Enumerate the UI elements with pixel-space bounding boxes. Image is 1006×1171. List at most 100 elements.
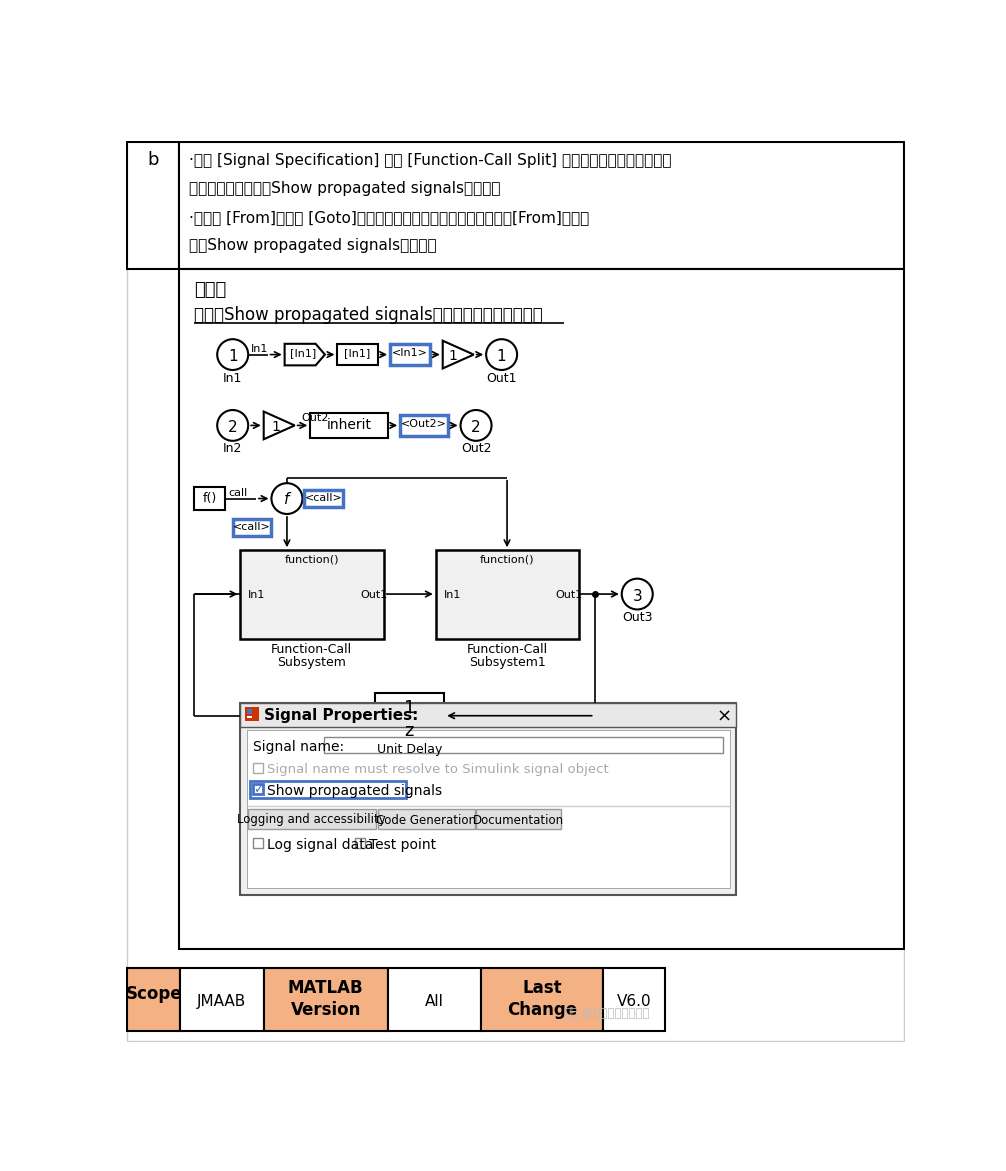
Bar (128, 968, 180, 1032)
Bar (337, 344, 377, 365)
Text: Out1: Out1 (556, 590, 583, 601)
Text: <call>: <call> (233, 521, 271, 532)
Text: ·如果 [Signal Specification] 以及 [Function-Call Split] 的输入信号线上定义了信号: ·如果 [Signal Specification] 以及 [Function-… (189, 153, 672, 167)
Text: Documentation: Documentation (473, 814, 564, 827)
Text: 名，则检查它们的《Show propagated signals》选项。: 名，则检查它们的《Show propagated signals》选项。 (189, 180, 501, 196)
Text: Signal name must resolve to Simulink signal object: Signal name must resolve to Simulink sig… (267, 762, 609, 775)
Text: All: All (425, 994, 444, 1008)
Text: Function-Call: Function-Call (272, 643, 352, 656)
Text: Show propagated signals: Show propagated signals (267, 785, 442, 799)
Text: JMAAB: JMAAB (197, 994, 246, 1008)
Text: ✓: ✓ (253, 783, 264, 796)
Text: 1: 1 (403, 699, 415, 717)
Bar (481, 968, 604, 1032)
Text: <call>: <call> (305, 493, 342, 504)
Circle shape (622, 578, 653, 609)
Text: In1: In1 (444, 590, 461, 601)
Bar (179, 269, 903, 949)
Bar (240, 703, 736, 895)
Bar (387, 968, 481, 1032)
Bar (310, 413, 387, 438)
Text: 2: 2 (471, 420, 481, 436)
Text: 知乎 @基于模型设计柚子: 知乎 @基于模型设计柚子 (563, 1007, 649, 1020)
Bar (232, 519, 272, 535)
Bar (246, 715, 253, 718)
Bar (180, 968, 264, 1032)
Text: Function-Call: Function-Call (467, 643, 547, 656)
Text: function(): function() (480, 555, 534, 564)
Text: MATLAB: MATLAB (288, 979, 363, 997)
Circle shape (461, 410, 492, 440)
Bar (264, 968, 387, 1032)
Text: Signal Properties:: Signal Properties: (264, 708, 418, 723)
Text: 勾选《Show propagated signals》，显示传播的信号名。: 勾选《Show propagated signals》，显示传播的信号名。 (194, 306, 542, 324)
Bar (436, 550, 579, 638)
Text: 2: 2 (228, 420, 237, 436)
Text: Subsystem1: Subsystem1 (469, 656, 545, 669)
Text: Out1: Out1 (360, 590, 388, 601)
Bar (253, 785, 263, 794)
Text: Code Generation: Code Generation (375, 814, 476, 827)
Bar (194, 487, 225, 511)
Bar (374, 692, 445, 739)
Text: Out1: Out1 (486, 371, 517, 384)
Bar (245, 707, 260, 721)
Text: b: b (147, 151, 159, 170)
Bar (253, 762, 263, 773)
Bar (128, 142, 179, 269)
Text: Out2: Out2 (301, 413, 328, 423)
Text: Change: Change (507, 1000, 577, 1019)
Text: Version: Version (291, 1000, 361, 1019)
Text: Out3: Out3 (622, 611, 653, 624)
Bar (240, 550, 384, 638)
Text: Unit Delay: Unit Delay (376, 744, 442, 756)
Bar (243, 706, 739, 898)
Bar (249, 781, 406, 799)
Text: ×: × (716, 708, 731, 726)
Text: [In1]: [In1] (344, 349, 370, 358)
Bar (390, 344, 431, 365)
Text: 《Show propagated signals》选项。: 《Show propagated signals》选项。 (189, 238, 437, 253)
Text: ·如果在 [From]对应的 [Goto]模块的输入信号定义了信号名，则检查[From]模块的: ·如果在 [From]对应的 [Goto]模块的输入信号定义了信号名，则检查[F… (189, 210, 590, 225)
Text: Out2: Out2 (461, 443, 491, 456)
Text: 1: 1 (449, 349, 458, 363)
Bar (377, 809, 475, 829)
Bar (253, 838, 263, 848)
Text: <In1>: <In1> (392, 349, 429, 358)
Text: 1: 1 (272, 420, 281, 434)
Circle shape (486, 340, 517, 370)
Bar (246, 731, 730, 888)
Text: 1: 1 (497, 349, 506, 364)
Text: In1: In1 (223, 371, 242, 384)
Bar (476, 809, 561, 829)
Text: inherit: inherit (327, 418, 371, 432)
Text: Signal name:: Signal name: (253, 740, 344, 754)
Text: f: f (285, 493, 290, 507)
Text: 1: 1 (228, 349, 237, 364)
Polygon shape (285, 344, 325, 365)
Text: In2: In2 (223, 443, 242, 456)
Bar (304, 491, 343, 507)
Polygon shape (264, 411, 295, 439)
Bar (246, 708, 253, 714)
Bar (179, 142, 903, 269)
Circle shape (272, 484, 303, 514)
Text: [In1]: [In1] (290, 349, 316, 358)
Text: function(): function() (285, 555, 339, 564)
Text: V6.0: V6.0 (617, 994, 652, 1008)
Text: call: call (228, 488, 247, 498)
Text: 【正】: 【正】 (194, 281, 226, 299)
Bar (324, 737, 723, 753)
Text: <Out2>: <Out2> (401, 419, 447, 430)
Bar (240, 703, 736, 727)
Text: 3: 3 (633, 589, 642, 604)
Text: Last: Last (522, 979, 561, 997)
Text: Logging and accessibility: Logging and accessibility (237, 814, 386, 827)
Text: Log signal data: Log signal data (267, 838, 373, 852)
Text: In1: In1 (250, 344, 268, 354)
Text: In1: In1 (248, 590, 266, 601)
Bar (355, 838, 365, 848)
Text: f(): f() (202, 492, 216, 505)
Text: z: z (404, 721, 414, 740)
Text: Scope: Scope (126, 985, 182, 1004)
